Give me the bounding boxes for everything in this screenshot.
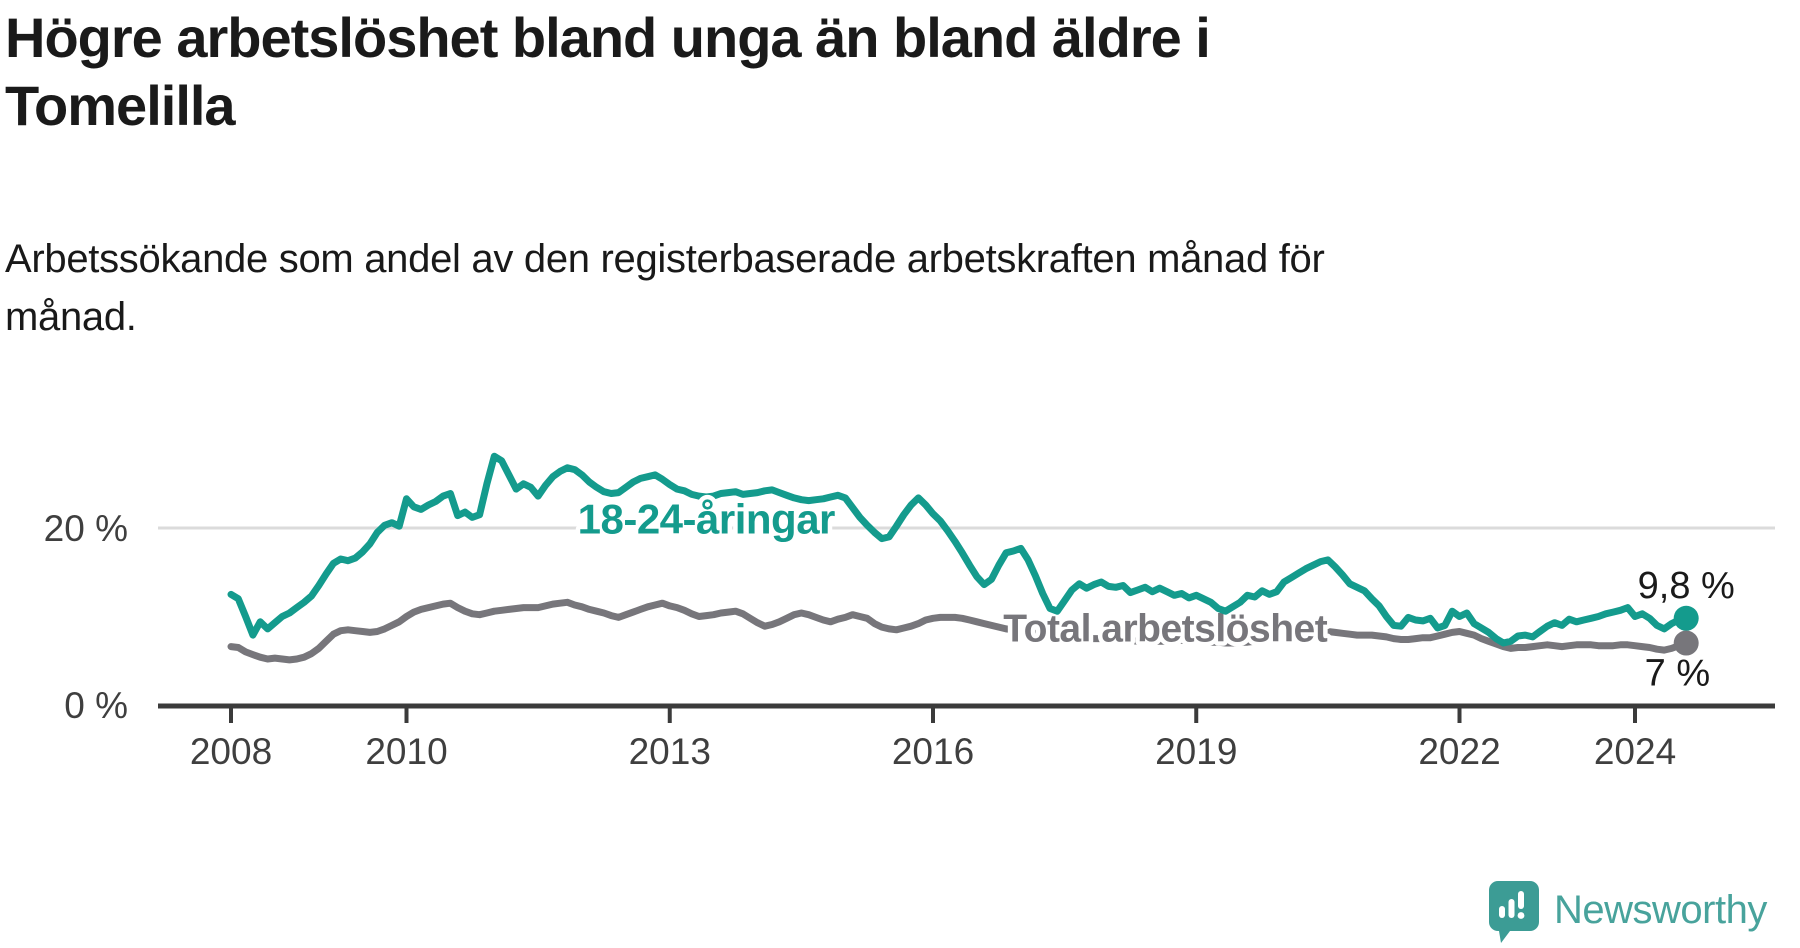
y-axis-label-20: 20 % [44,508,128,549]
subtitle-line-1: Arbetssökande som andel av den registerb… [5,237,1325,281]
series-end-dot-18-24-ringar [1673,605,1699,631]
series-line-total-arbetsl-shet [227,598,1690,664]
chart-subtitle: Arbetssökande som andel av den registerb… [5,230,1505,346]
x-tick-label-2019: 2019 [1155,731,1237,772]
series-label-total-arbetsl-shet: Total arbetslöshet [1003,607,1328,650]
speech-bubble-bar-chart-exclamation-icon [1489,881,1539,943]
series-end-label-total-arbetsl-shet: 7 % [1645,653,1710,695]
series-label-18-24-ringar: 18-24-åringar [578,495,835,542]
brand-name: Newsworthy [1554,888,1767,932]
x-tick-label-2010: 2010 [365,731,447,772]
newsworthy-logo: Newsworthy [1488,881,1767,943]
series-line-18-24-ringar [227,452,1690,647]
y-axis-label-0: 0 % [64,685,128,726]
x-tick-label-2016: 2016 [892,731,974,772]
x-tick-label-2013: 2013 [629,731,711,772]
page-title: Högre arbetslöshet bland unga än bland ä… [5,6,1211,138]
series-end-label-18-24-ringar: 9,8 % [1638,565,1735,607]
subtitle-line-2: månad. [5,295,137,339]
x-tick-label-2024: 2024 [1594,731,1676,772]
x-tick-label-2022: 2022 [1418,731,1500,772]
series-end-dot-total-arbetsl-shet [1673,630,1699,656]
x-tick-label-2008: 2008 [190,731,272,772]
